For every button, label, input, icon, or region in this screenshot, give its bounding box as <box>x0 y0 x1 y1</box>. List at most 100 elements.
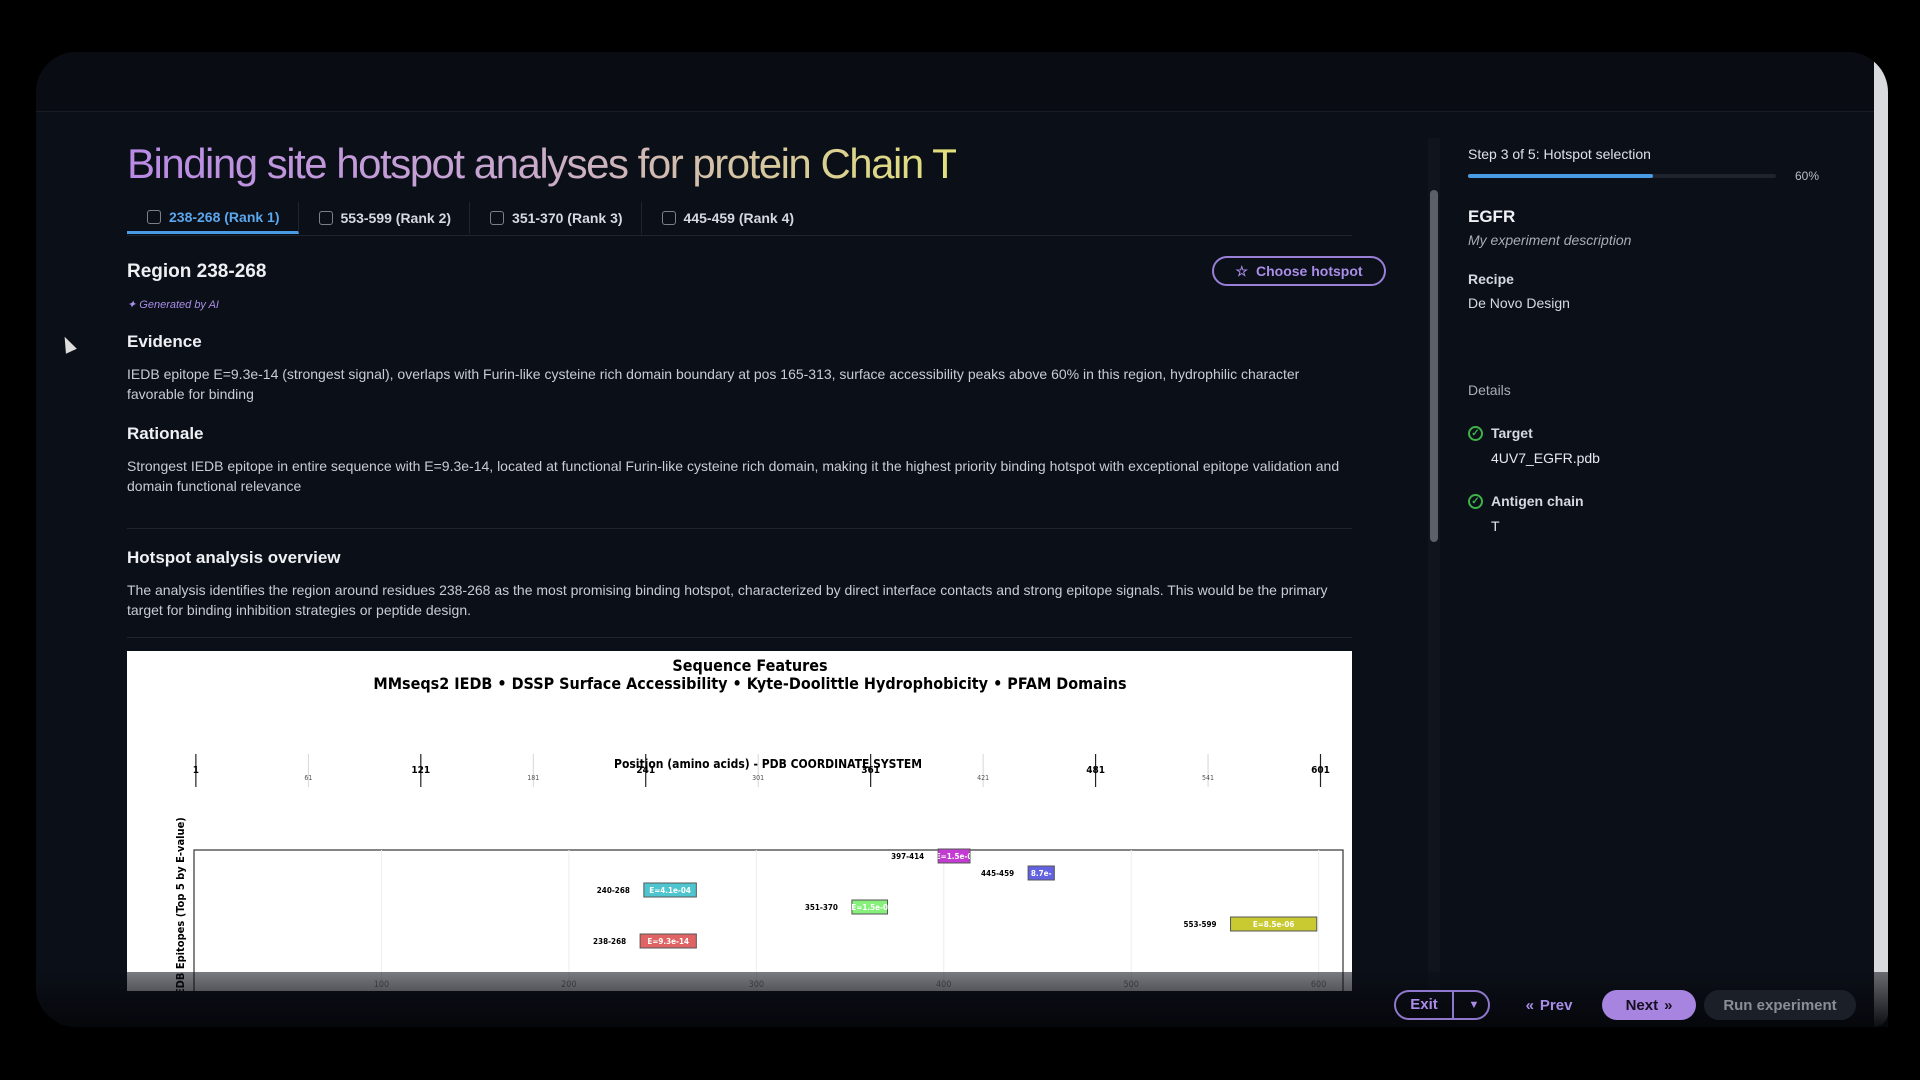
evidence-text: IEDB epitope E=9.3e-14 (strongest signal… <box>127 366 1300 402</box>
hotspot-tabs: 238-268 (Rank 1) 553-599 (Rank 2) 351-37… <box>127 202 1352 236</box>
position-major-label: 121 <box>411 765 430 776</box>
choose-hotspot-label: Choose hotspot <box>1256 263 1363 279</box>
sequence-features-chart: Sequence Features MMseqs2 IEDB • DSSP Su… <box>127 651 1352 991</box>
position-minor-label: 541 <box>1202 774 1214 782</box>
epitope-bar <box>1027 865 1055 881</box>
sparkle-icon: ✦ <box>127 299 137 311</box>
exit-button-group: Exit ▼ <box>1394 990 1490 1020</box>
top-bar <box>36 52 1888 112</box>
overview-heading: Hotspot analysis overview <box>127 548 341 567</box>
divider <box>127 528 1352 529</box>
position-major-label: 361 <box>861 765 880 776</box>
prev-button[interactable]: « Prev <box>1514 990 1584 1020</box>
epitope-evalue-label: E=1.5e-0 <box>851 903 888 912</box>
tab-label: 445-459 (Rank 4) <box>683 210 795 226</box>
tab-rank-3[interactable]: 351-370 (Rank 3) <box>470 202 642 234</box>
tab-rank-1[interactable]: 238-268 (Rank 1) <box>127 202 299 234</box>
page-title: Binding site hotspot analyses for protei… <box>127 140 958 187</box>
position-major-label: 481 <box>1086 765 1105 776</box>
tab-label: 351-370 (Rank 3) <box>512 210 623 226</box>
double-chevron-left-icon: « <box>1525 996 1534 1014</box>
position-minor-label: 181 <box>527 774 539 782</box>
progress-bar <box>1468 174 1776 178</box>
tab-label: 553-599 (Rank 2) <box>340 210 452 226</box>
window-scrollbar[interactable] <box>1874 52 1888 1027</box>
tab-checkbox[interactable] <box>661 211 676 225</box>
epitope-evalue-label: E=4.1e-04 <box>649 886 691 895</box>
ai-generated-badge: ✦ Generated by AI <box>127 298 219 311</box>
position-minor-label: 421 <box>977 774 989 782</box>
rationale-heading: Rationale <box>127 424 204 443</box>
recipe-label: Recipe <box>1468 271 1514 287</box>
content-scrollbar[interactable] <box>1428 138 1440 1027</box>
position-minor-label: 61 <box>304 774 312 782</box>
progress-fill <box>1468 174 1653 178</box>
epitope-panel-frame <box>193 849 1344 991</box>
details-label: Details <box>1468 382 1511 398</box>
position-axis-label: Position (amino acids) - PDB COORDINATE … <box>614 757 922 771</box>
epitope-range-label: 553-599 <box>1183 920 1216 929</box>
tab-rank-2[interactable]: 553-599 (Rank 2) <box>299 202 471 234</box>
tab-checkbox[interactable] <box>147 209 161 224</box>
region-title: Region 238-268 <box>127 261 267 282</box>
position-major-label: 1 <box>193 765 199 776</box>
star-icon: ☆ <box>1235 262 1248 279</box>
divider <box>127 637 1352 638</box>
epitope-evalue-label: E=8.5e-06 <box>1253 920 1295 929</box>
epitope-evalue-label: E=1.5e-0 <box>936 852 973 861</box>
epitope-bar <box>937 848 971 864</box>
prev-label: Prev <box>1539 996 1573 1014</box>
epitope-evalue-label: 8.7e- <box>1031 869 1052 878</box>
chart-subtitle: MMseqs2 IEDB • DSSP Surface Accessibilit… <box>373 674 1126 693</box>
next-label: Next <box>1625 996 1659 1014</box>
chart-title: Sequence Features <box>672 656 827 675</box>
epitope-bar <box>1230 916 1318 932</box>
position-major-label: 241 <box>636 765 655 776</box>
step-indicator: Step 3 of 5: Hotspot selection <box>1468 146 1651 162</box>
rationale-text: Strongest IEDB epitope in entire sequenc… <box>127 458 1340 494</box>
position-minor-label: 301 <box>752 774 764 782</box>
app-window: Binding site hotspot analyses for protei… <box>36 52 1888 1027</box>
recipe-value: De Novo Design <box>1468 295 1570 311</box>
epitope-range-label: 351-370 <box>805 903 838 912</box>
exit-dropdown-chevron-icon[interactable]: ▼ <box>1468 999 1480 1011</box>
epitope-bar <box>851 899 889 915</box>
detail-target: ✓ Target 4UV7_EGFR.pdb <box>1468 425 1768 466</box>
experiment-name: EGFR <box>1468 207 1516 226</box>
target-value: 4UV7_EGFR.pdb <box>1491 450 1600 466</box>
check-circle-icon: ✓ <box>1468 426 1483 441</box>
ylabel-text: IEDB Epitopes (Top 5 by E-value) <box>174 817 187 991</box>
footer-fade <box>36 972 1888 1027</box>
tab-checkbox[interactable] <box>490 211 505 225</box>
overview-text: The analysis identifies the region aroun… <box>127 582 1328 618</box>
exit-button[interactable]: Exit <box>1396 992 1454 1018</box>
run-experiment-button[interactable]: Run experiment <box>1704 990 1856 1020</box>
chain-value: T <box>1491 518 1500 534</box>
target-label: Target <box>1491 425 1533 441</box>
next-button[interactable]: Next » <box>1602 990 1696 1020</box>
choose-hotspot-button[interactable]: ☆ Choose hotspot <box>1212 256 1386 286</box>
epitope-range-label: 238-268 <box>593 937 626 946</box>
chart-svg: Sequence Features MMseqs2 IEDB • DSSP Su… <box>174 656 1344 991</box>
epitope-bar <box>639 933 697 949</box>
epitope-evalue-label: E=9.3e-14 <box>647 937 689 946</box>
scrollbar-thumb[interactable] <box>1430 190 1438 542</box>
chart-ylabel: IEDB Epitopes (Top 5 by E-value) <box>174 817 187 991</box>
progress-percent: 60% <box>1795 169 1820 183</box>
tab-label: 238-268 (Rank 1) <box>169 208 280 225</box>
epitope-range-label: 240-268 <box>597 886 630 895</box>
tab-rank-4[interactable]: 445-459 (Rank 4) <box>642 202 813 234</box>
experiment-description: My experiment description <box>1468 232 1632 248</box>
ai-generated-label: Generated by AI <box>139 299 219 311</box>
epitope-range-label: 445-459 <box>981 869 1014 878</box>
chain-label: Antigen chain <box>1491 493 1584 509</box>
double-chevron-right-icon: » <box>1664 996 1673 1014</box>
run-label: Run experiment <box>1723 996 1837 1014</box>
tab-checkbox[interactable] <box>318 211 333 225</box>
epitope-range-label: 397-414 <box>891 852 924 861</box>
epitope-bar <box>643 882 697 898</box>
evidence-heading: Evidence <box>127 332 202 351</box>
detail-antigen-chain: ✓ Antigen chain T <box>1468 493 1768 534</box>
check-circle-icon: ✓ <box>1468 494 1483 509</box>
position-major-label: 601 <box>1311 765 1330 776</box>
